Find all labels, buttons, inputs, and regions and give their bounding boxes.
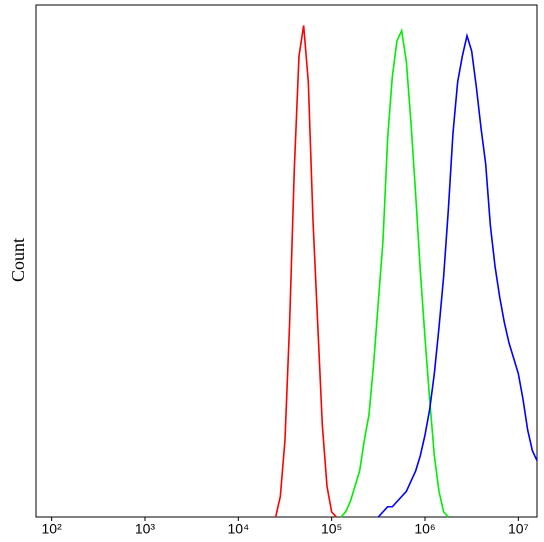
y-axis-label: Count	[8, 238, 28, 282]
x-tick-label: 10³	[135, 521, 156, 537]
plot-frame	[35, 4, 538, 518]
x-tick-label: 10⁴	[228, 521, 250, 537]
histogram-line	[274, 25, 337, 518]
x-tick-label: 10⁵	[321, 521, 342, 537]
histogram-line	[377, 32, 538, 518]
x-tick-label: 10⁷	[508, 521, 529, 537]
histogram-line	[340, 27, 449, 518]
x-tick-label: 10⁶	[414, 521, 435, 537]
x-tick-label: 10²	[42, 521, 63, 537]
